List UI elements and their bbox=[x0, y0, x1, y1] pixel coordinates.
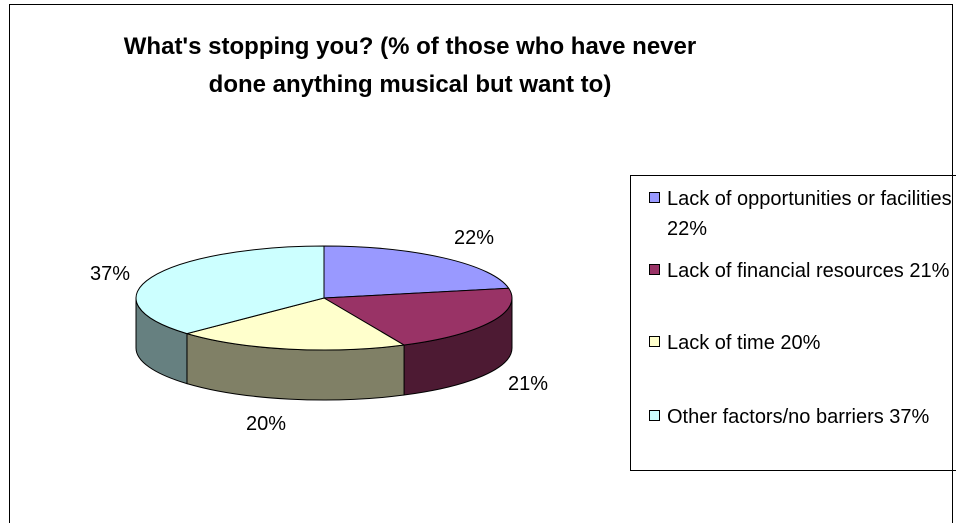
chart-title: What's stopping you? (% of those who hav… bbox=[123, 33, 697, 98]
chart-area bbox=[9, 4, 953, 523]
pie-slice-other bbox=[135, 245, 325, 335]
legend-label-other: Other factors/no barriers 37% bbox=[667, 406, 930, 428]
pie-slice-financial bbox=[322, 287, 513, 346]
legend-swatch-other bbox=[649, 410, 660, 421]
legend-swatch-opportunities bbox=[649, 192, 660, 203]
data-label-other: 37% bbox=[90, 263, 130, 285]
pie-slice-opportunities bbox=[323, 245, 510, 299]
legend-label-time: Lack of time 20% bbox=[667, 332, 821, 354]
legend-label-financial: Lack of financial resources 21% bbox=[667, 260, 950, 282]
data-label-time: 20% bbox=[246, 413, 286, 435]
data-label-opportunities: 22% bbox=[454, 227, 494, 249]
data-label-financial: 21% bbox=[508, 373, 548, 395]
legend-label-opportunities: Lack of opportunities or facilities 22% bbox=[667, 188, 952, 240]
pie-slice-time bbox=[185, 297, 406, 351]
chart-legend: Lack of opportunities or facilities 22% … bbox=[630, 175, 956, 471]
legend-swatch-financial bbox=[649, 264, 660, 275]
legend-swatch-time bbox=[649, 336, 660, 347]
